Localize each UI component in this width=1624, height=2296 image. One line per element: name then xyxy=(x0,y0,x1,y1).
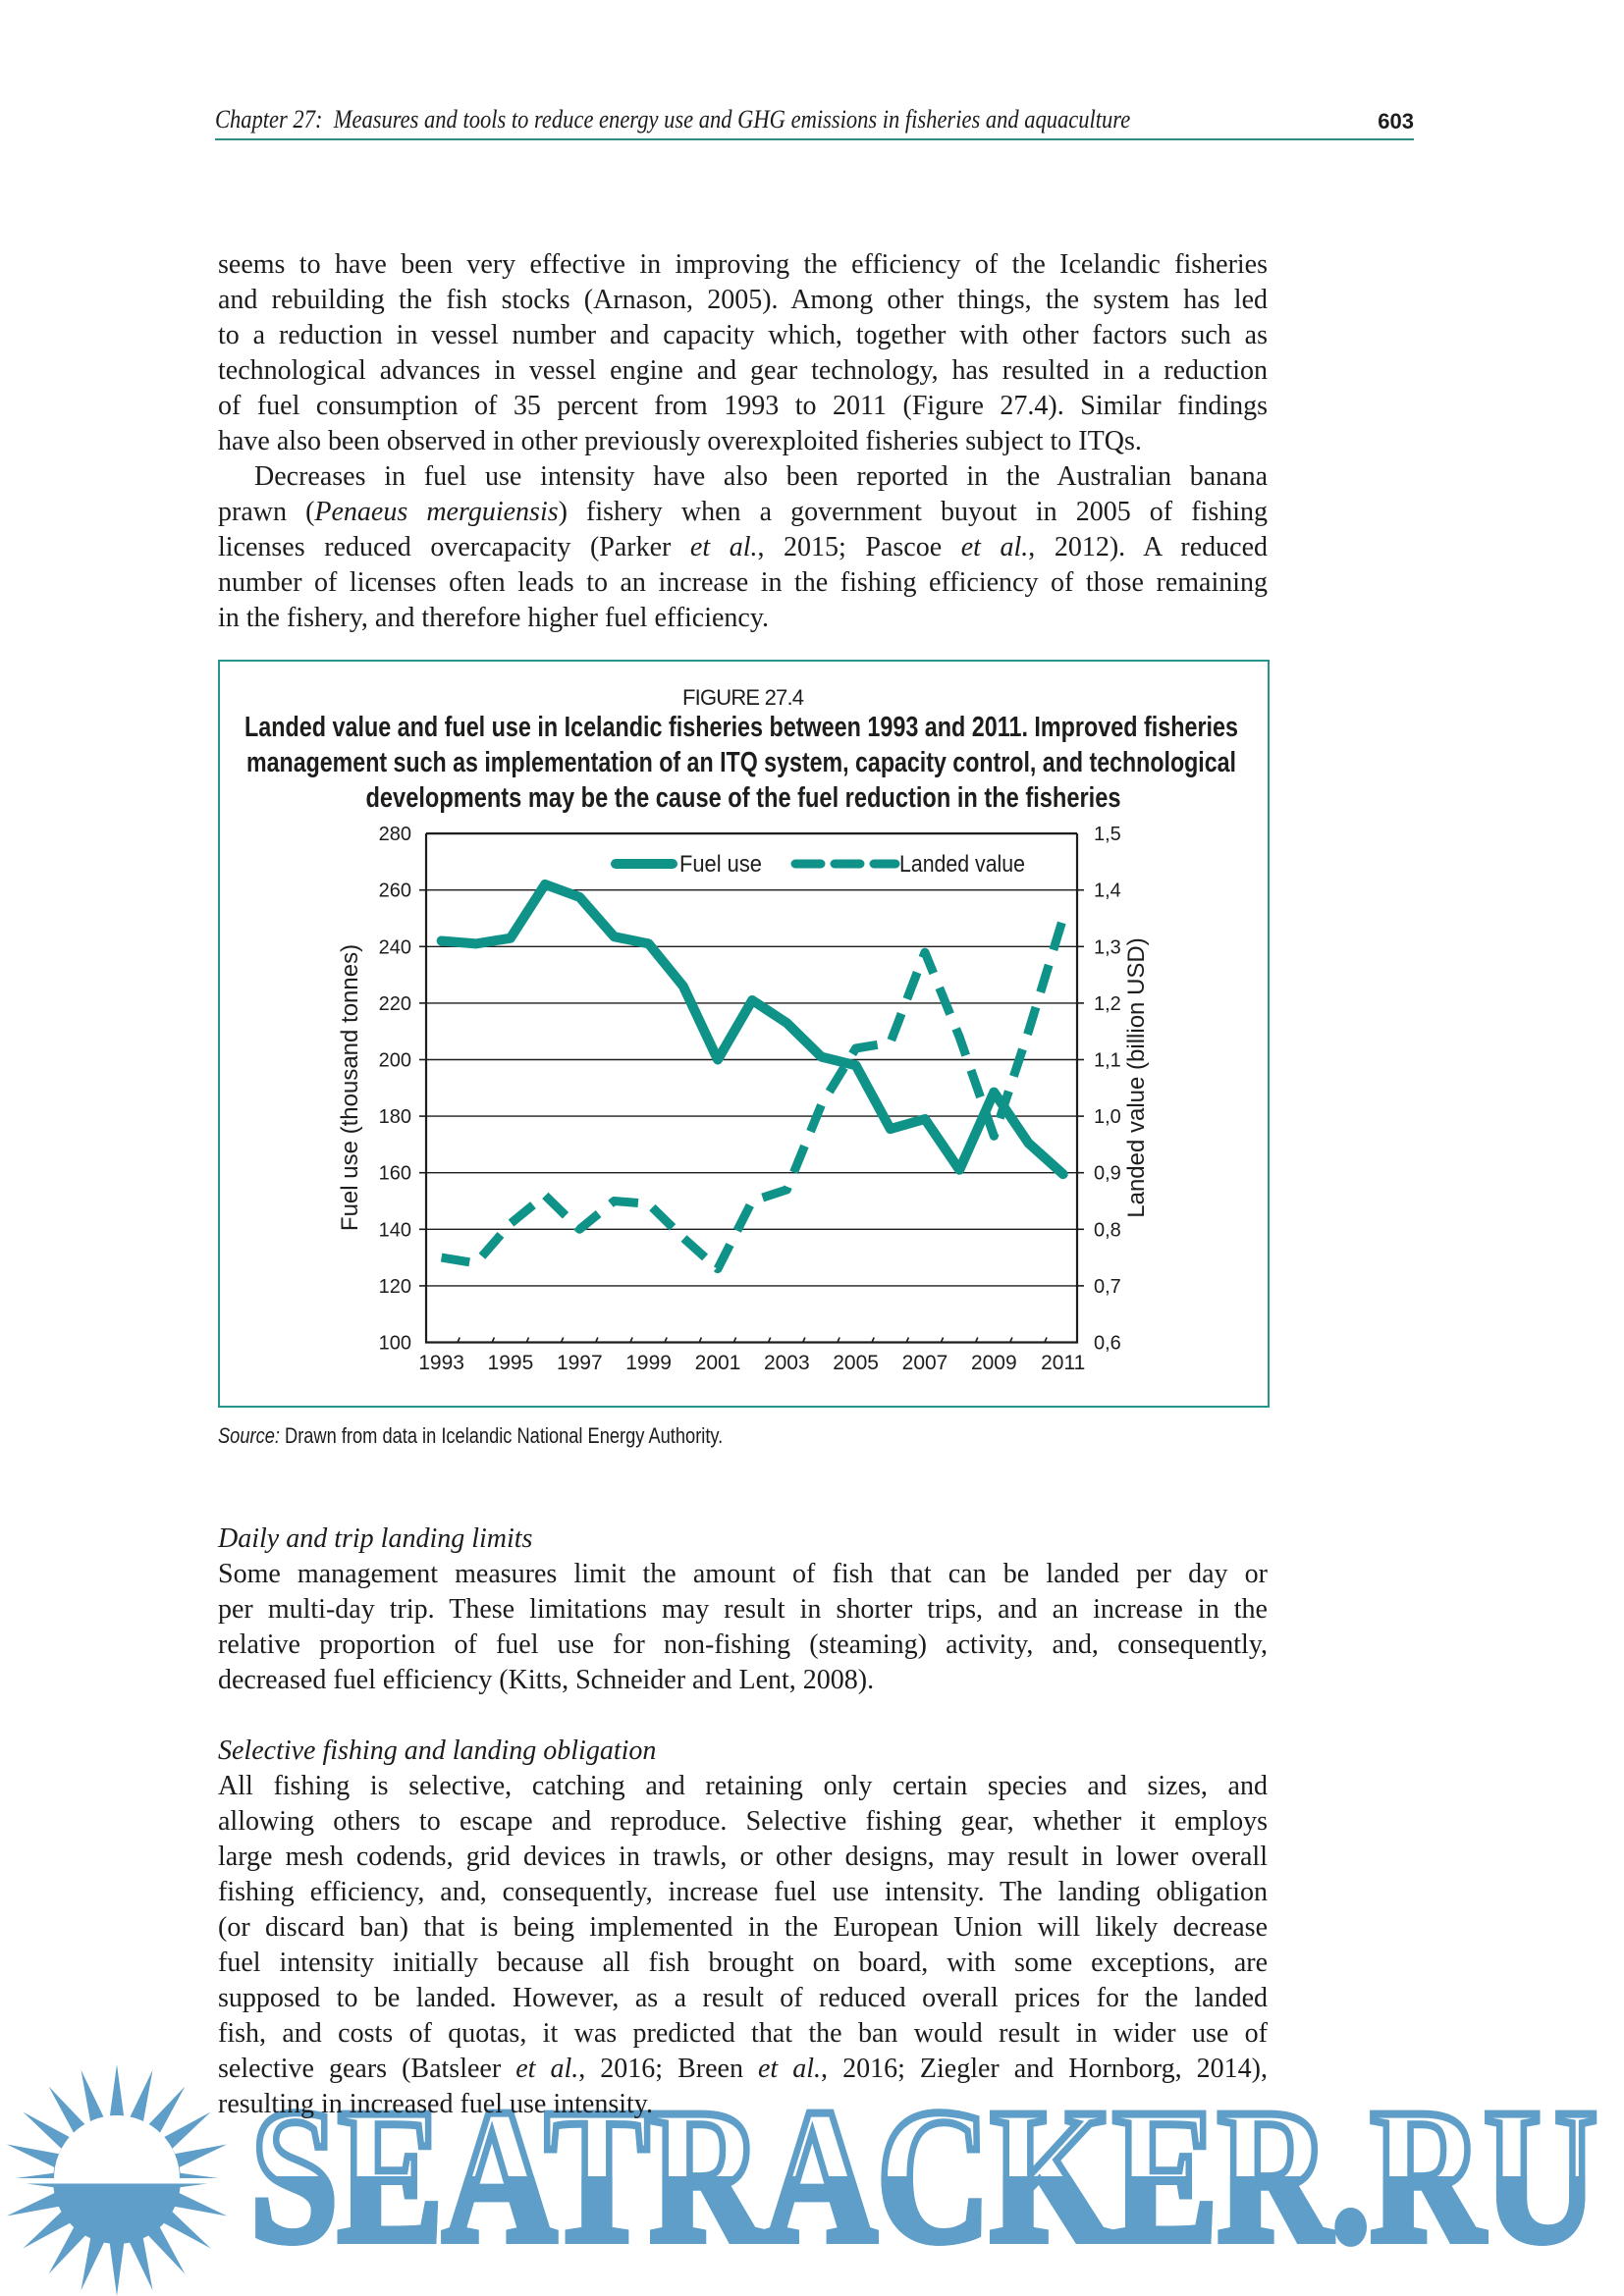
svg-text:Landed value and fuel use in I: Landed value and fuel use in Icelandic f… xyxy=(244,712,1238,743)
svg-text:Landed value: Landed value xyxy=(899,851,1025,878)
svg-text:2011: 2011 xyxy=(1041,1352,1085,1374)
svg-text:management such as implementat: management such as implementation of an … xyxy=(246,747,1236,778)
svg-text:160: 160 xyxy=(379,1163,411,1185)
svg-text:Landed value (billion USD): Landed value (billion USD) xyxy=(1123,937,1150,1218)
svg-text:developments may be the cause: developments may be the cause of the fue… xyxy=(366,782,1121,814)
svg-text:1,2: 1,2 xyxy=(1094,993,1121,1015)
svg-text:1,0: 1,0 xyxy=(1094,1106,1121,1128)
svg-text:0,9: 0,9 xyxy=(1094,1163,1121,1185)
svg-text:2009: 2009 xyxy=(971,1352,1017,1374)
svg-text:200: 200 xyxy=(379,1050,411,1072)
svg-text:2005: 2005 xyxy=(833,1352,879,1374)
svg-text:1999: 1999 xyxy=(625,1352,672,1374)
svg-text:FIGURE 27.4: FIGURE 27.4 xyxy=(682,685,804,710)
svg-text:2007: 2007 xyxy=(902,1352,948,1374)
svg-text:1997: 1997 xyxy=(557,1352,603,1374)
svg-text:240: 240 xyxy=(379,936,411,958)
svg-text:220: 220 xyxy=(379,993,411,1015)
svg-text:100: 100 xyxy=(379,1333,411,1355)
svg-text:1,3: 1,3 xyxy=(1094,936,1121,958)
svg-text:180: 180 xyxy=(379,1106,411,1128)
svg-text:Fuel use (thousand tonnes): Fuel use (thousand tonnes) xyxy=(337,944,363,1231)
svg-text:Fuel use: Fuel use xyxy=(679,851,762,878)
svg-text:1,5: 1,5 xyxy=(1094,824,1121,845)
svg-text:120: 120 xyxy=(379,1276,411,1298)
svg-text:0,8: 0,8 xyxy=(1094,1219,1121,1241)
svg-text:1995: 1995 xyxy=(488,1352,534,1374)
svg-text:260: 260 xyxy=(379,881,411,902)
svg-text:2001: 2001 xyxy=(695,1352,741,1374)
svg-text:2003: 2003 xyxy=(764,1352,810,1374)
svg-text:1,4: 1,4 xyxy=(1094,881,1121,902)
svg-text:1,1: 1,1 xyxy=(1094,1050,1121,1072)
svg-text:280: 280 xyxy=(379,824,411,845)
svg-text:140: 140 xyxy=(379,1219,411,1241)
svg-text:0,6: 0,6 xyxy=(1094,1333,1121,1355)
svg-text:1993: 1993 xyxy=(418,1352,464,1374)
svg-text:0,7: 0,7 xyxy=(1094,1276,1121,1298)
